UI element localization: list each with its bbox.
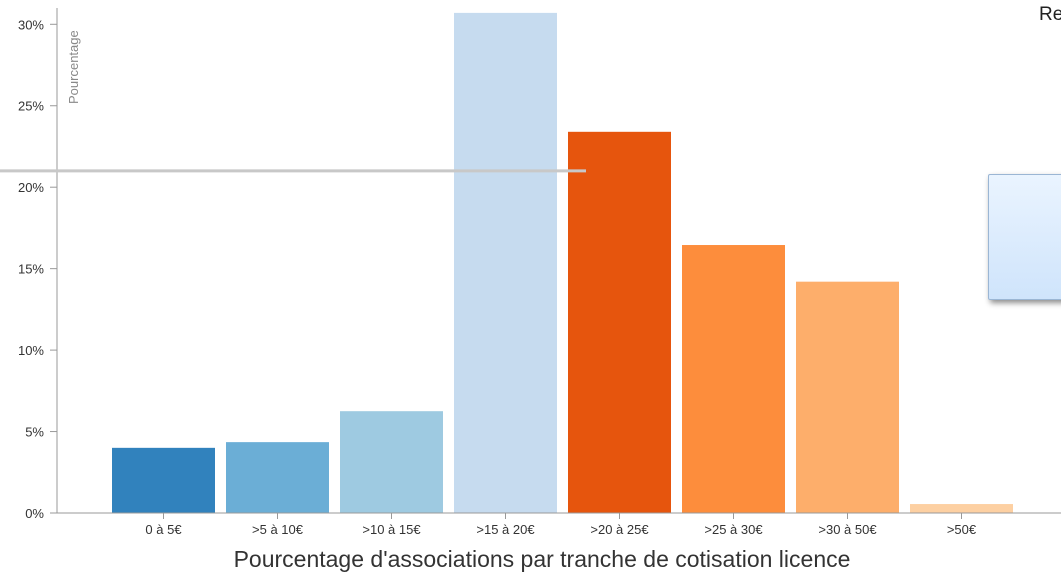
y-tick-label: 5% <box>25 425 44 440</box>
y-tick-label: 25% <box>18 99 44 114</box>
y-axis-label: Pourcentage <box>66 30 81 104</box>
y-tick-label: 15% <box>18 262 44 277</box>
bar <box>682 245 785 513</box>
bar <box>226 442 329 513</box>
bar <box>796 281 899 513</box>
y-tick-label: 0% <box>25 506 44 521</box>
bar <box>112 447 215 513</box>
x-tick-label: >25 à 30€ <box>704 522 763 537</box>
y-tick-label: 30% <box>18 17 44 32</box>
bar <box>568 131 671 513</box>
cut-off-corner-text: Re <box>1039 4 1061 25</box>
x-tick-label: >20 à 25€ <box>590 522 649 537</box>
bar <box>340 411 443 513</box>
x-tick-label: >30 à 50€ <box>818 522 877 537</box>
x-axis-label: Pourcentage d'associations par tranche d… <box>234 546 851 572</box>
bars <box>112 12 1013 514</box>
overlay-panel <box>988 174 1061 300</box>
y-tick-label: 10% <box>18 343 44 358</box>
x-axis: 0 à 5€ >5 à 10€ >10 à 15€ >15 à 20€ >20 à 25… <box>57 512 1061 537</box>
bar <box>454 12 557 514</box>
x-tick-label: >50€ <box>947 522 977 537</box>
x-tick-label: >10 à 15€ <box>362 522 421 537</box>
x-tick-label: >5 à 10€ <box>252 522 304 537</box>
y-tick-label: 20% <box>18 180 44 195</box>
x-tick-label: >15 à 20€ <box>476 522 535 537</box>
y-axis: 0% 5% 10% 15% 20% 25% 30% <box>18 8 58 521</box>
bar <box>910 504 1013 513</box>
x-tick-label: 0 à 5€ <box>145 522 182 537</box>
